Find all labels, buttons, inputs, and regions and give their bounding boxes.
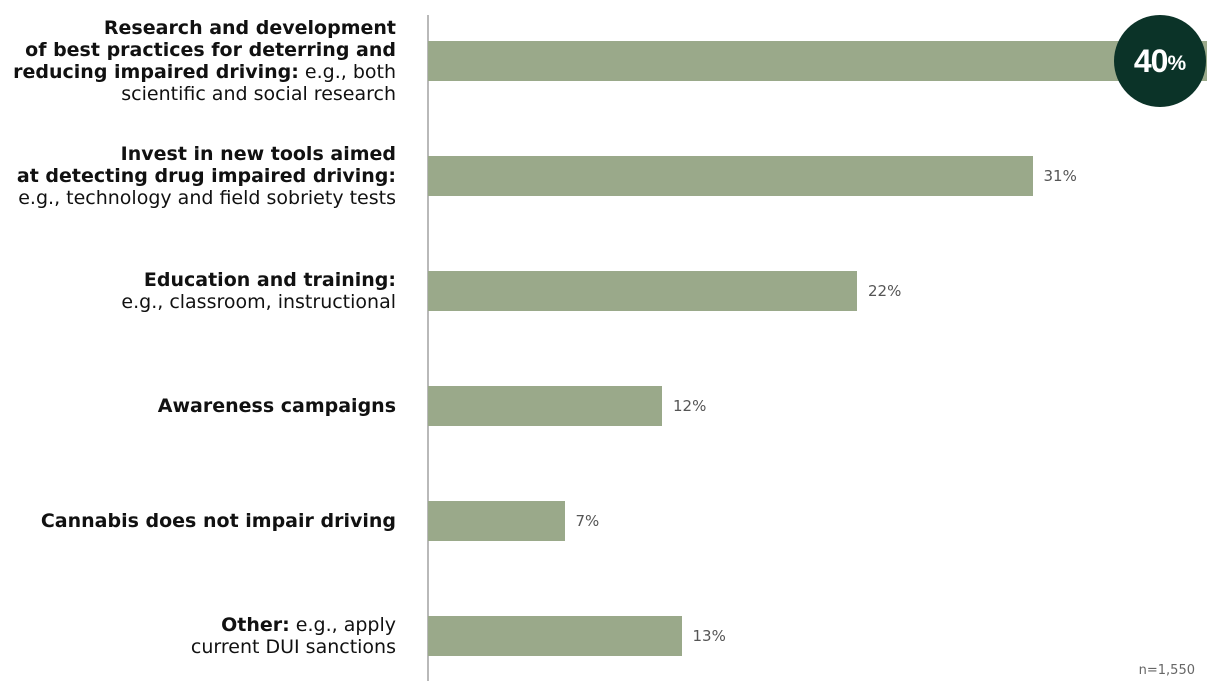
highlight-value: 40 — [1133, 42, 1169, 79]
category-label-line: scientific and social research — [0, 83, 396, 105]
category-label-text: Other: — [221, 614, 290, 636]
category-label-line: of best practices for deterring and — [0, 39, 396, 61]
value-label-4: 7% — [575, 512, 600, 530]
category-label-line: Invest in new tools aimed — [0, 143, 396, 165]
category-label-line: Other: e.g., apply — [0, 614, 396, 636]
category-label-1: Invest in new tools aimed at detecting dr… — [0, 143, 396, 209]
category-label-4: Cannabis does not impair driving — [0, 510, 396, 532]
category-label-line: Research and development — [0, 17, 396, 39]
bar-3 — [428, 386, 662, 426]
bar-2 — [428, 271, 857, 311]
category-label-3: Awareness campaigns — [0, 395, 396, 417]
bar-0 — [428, 41, 1207, 81]
value-label-2: 22% — [868, 282, 902, 300]
sample-size-note: n=1,550 — [1138, 663, 1195, 678]
category-label-line: Awareness campaigns — [0, 395, 396, 417]
category-label-text: Education and training: — [143, 269, 396, 291]
category-label-2: Education and training: e.g., classroom, … — [0, 269, 396, 313]
bar-4 — [428, 501, 565, 541]
category-label-0: Research and development of best practice… — [0, 17, 396, 105]
category-label-text: current DUI sanctions — [190, 636, 396, 658]
category-label-line: e.g., technology and field sobriety test… — [0, 187, 396, 209]
category-label-text: e.g., apply — [289, 614, 396, 636]
category-label-5: Other: e.g., apply current DUI sanctions — [0, 614, 396, 658]
bar-5 — [428, 616, 682, 656]
category-label-text: e.g., both — [298, 61, 396, 83]
category-label-text: of best practices for deterring and — [25, 39, 396, 61]
category-label-line: Education and training: — [0, 269, 396, 291]
category-label-line: at detecting drug impaired driving: — [0, 165, 396, 187]
category-label-text: Awareness campaigns — [157, 395, 396, 417]
category-label-text: e.g., classroom, instructional — [121, 291, 396, 313]
category-label-text: reducing impaired driving: — [13, 61, 299, 83]
category-label-line: current DUI sanctions — [0, 636, 396, 658]
category-label-text: e.g., technology and field sobriety test… — [18, 187, 396, 209]
category-label-line: Cannabis does not impair driving — [0, 510, 396, 532]
category-label-line: e.g., classroom, instructional — [0, 291, 396, 313]
value-label-1: 31% — [1043, 167, 1077, 185]
category-label-text: Research and development — [103, 17, 396, 39]
category-label-text: at detecting drug impaired driving: — [16, 165, 396, 187]
category-label-text: Cannabis does not impair driving — [40, 510, 396, 532]
category-label-text: scientific and social research — [121, 83, 396, 105]
highlight-percent-sign: % — [1167, 52, 1187, 75]
y-axis-line — [427, 15, 429, 681]
highlight-value-badge: 40% — [1114, 15, 1206, 107]
category-label-line: reducing impaired driving: e.g., both — [0, 61, 396, 83]
value-label-3: 12% — [673, 397, 707, 415]
category-label-text: Invest in new tools aimed — [120, 143, 396, 165]
bar-1 — [428, 156, 1033, 196]
value-label-5: 13% — [692, 627, 726, 645]
